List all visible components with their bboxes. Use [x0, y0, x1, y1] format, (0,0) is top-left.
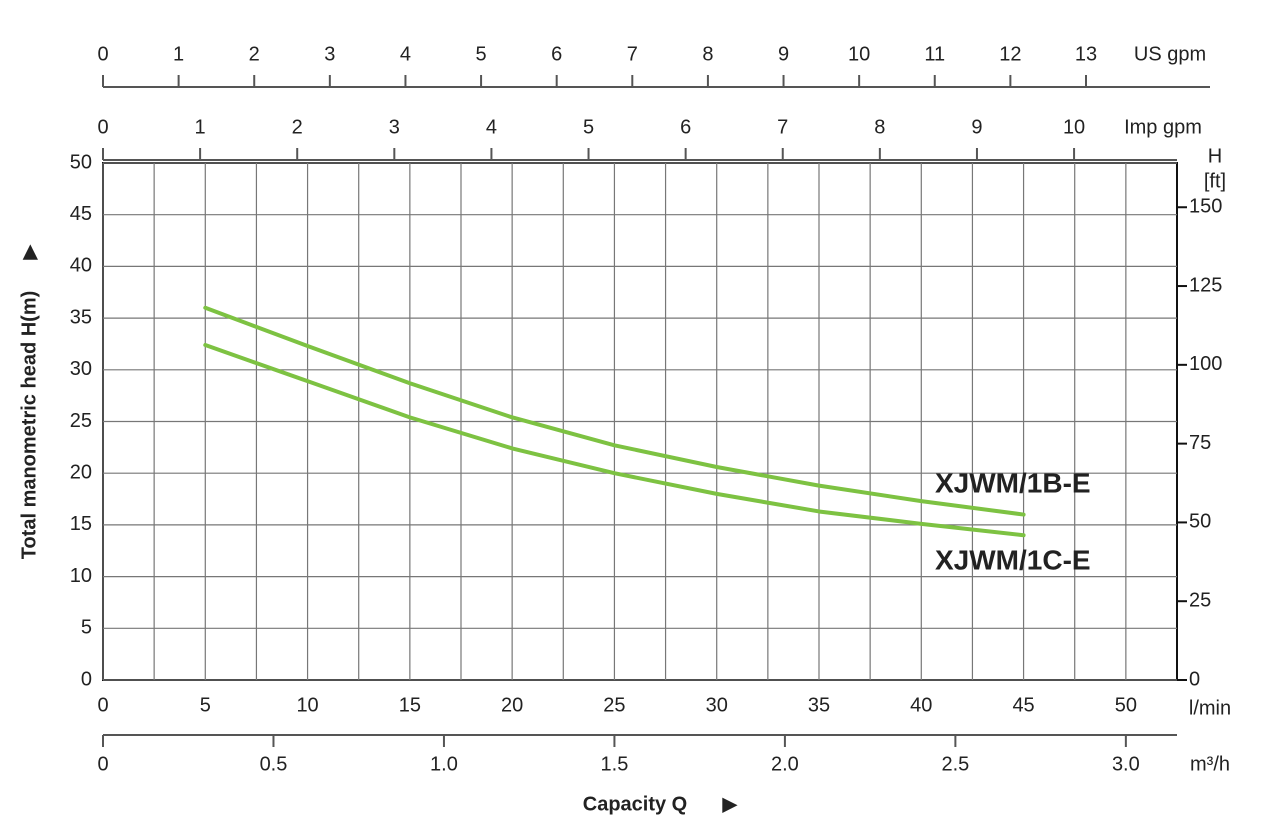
- y-tick-label: 50: [70, 151, 92, 173]
- axis-unit: US gpm: [1134, 43, 1206, 65]
- y2-title: H: [1208, 145, 1222, 167]
- x-tick-label: 50: [1115, 694, 1137, 716]
- axis-tick-label: 0.5: [260, 753, 288, 775]
- y2-unit: [ft]: [1204, 170, 1226, 192]
- curve: [203, 342, 1026, 538]
- y-tick-label: 15: [70, 513, 92, 535]
- axis-tick-label: 4: [486, 116, 497, 138]
- axis-tick-label: 12: [999, 43, 1021, 65]
- axis-tick-label: 11: [924, 43, 945, 65]
- y2-tick-label: 75: [1189, 432, 1211, 454]
- y-tick-label: 10: [70, 565, 92, 587]
- axis-tick-label: 2: [249, 43, 260, 65]
- axis-tick-label: 13: [1075, 43, 1097, 65]
- axis-tick-label: 1.0: [430, 753, 458, 775]
- x-tick-label: 20: [501, 694, 523, 716]
- axis-tick-label: 2.5: [941, 753, 969, 775]
- axis-tick-label: 5: [583, 116, 594, 138]
- x-tick-label: 40: [910, 694, 932, 716]
- axis-tick-label: 7: [627, 43, 638, 65]
- x-tick-label: 25: [603, 694, 625, 716]
- axis-tick-label: 1.5: [601, 753, 629, 775]
- axis-unit: Imp gpm: [1124, 116, 1202, 138]
- axis-tick-label: 0: [97, 116, 108, 138]
- x-tick-label: 10: [296, 694, 318, 716]
- y-tick-label: 25: [70, 410, 92, 432]
- axis-tick-label: 2.0: [771, 753, 799, 775]
- x-tick-label: 35: [808, 694, 830, 716]
- axis-tick-label: 0: [97, 43, 108, 65]
- axis-tick-label: 4: [400, 43, 411, 65]
- x-arrow: ▶: [722, 793, 738, 815]
- axis-tick-label: 9: [971, 116, 982, 138]
- y-tick-label: 5: [81, 617, 92, 639]
- axis-tick-label: 8: [874, 116, 885, 138]
- curve: [203, 305, 1026, 517]
- series-label: XJWM/1C-E: [935, 544, 1091, 575]
- x-tick-label: 15: [399, 694, 421, 716]
- y-tick-label: 0: [81, 668, 92, 690]
- x-tick-label: 45: [1012, 694, 1034, 716]
- y2-tick-label: 100: [1189, 353, 1222, 375]
- axis-tick-label: 6: [551, 43, 562, 65]
- axis-tick-label: 8: [702, 43, 713, 65]
- y2-tick-label: 50: [1189, 511, 1211, 533]
- axis-tick-label: 10: [1063, 116, 1085, 138]
- axis-tick-label: 3: [324, 43, 335, 65]
- y2-tick-label: 25: [1189, 589, 1211, 611]
- x-tick-label: 0: [97, 694, 108, 716]
- axis-tick-label: 5: [476, 43, 487, 65]
- y2-tick-label: 0: [1189, 668, 1200, 690]
- y-tick-label: 35: [70, 306, 92, 328]
- axis-tick-label: 3: [389, 116, 400, 138]
- series-label: XJWM/1B-E: [935, 467, 1091, 498]
- y-tick-label: 20: [70, 461, 92, 483]
- y2-tick-label: 125: [1189, 274, 1222, 296]
- y2-tick-label: 150: [1189, 196, 1222, 218]
- axis-tick-label: 1: [173, 43, 184, 65]
- x-tick-label: 5: [200, 694, 211, 716]
- axis-tick-label: 6: [680, 116, 691, 138]
- x-axis-title: Capacity Q: [583, 793, 687, 815]
- y-tick-label: 45: [70, 203, 92, 225]
- y-arrow: ▶: [18, 244, 40, 260]
- y-axis-title: Total manometric head H(m): [18, 291, 40, 560]
- axis-tick-label: 3.0: [1112, 753, 1140, 775]
- axis-tick-label: 9: [778, 43, 789, 65]
- y-tick-label: 40: [70, 255, 92, 277]
- x-tick-label: 30: [706, 694, 728, 716]
- axis-tick-label: 1: [195, 116, 206, 138]
- axis-tick-label: 7: [777, 116, 788, 138]
- axis-tick-label: 2: [292, 116, 303, 138]
- axis-tick-label: 0: [97, 753, 108, 775]
- x-unit: l/min: [1189, 697, 1231, 719]
- axis-tick-label: 10: [848, 43, 870, 65]
- y-tick-label: 30: [70, 358, 92, 380]
- axis-unit: m³/h: [1190, 753, 1230, 775]
